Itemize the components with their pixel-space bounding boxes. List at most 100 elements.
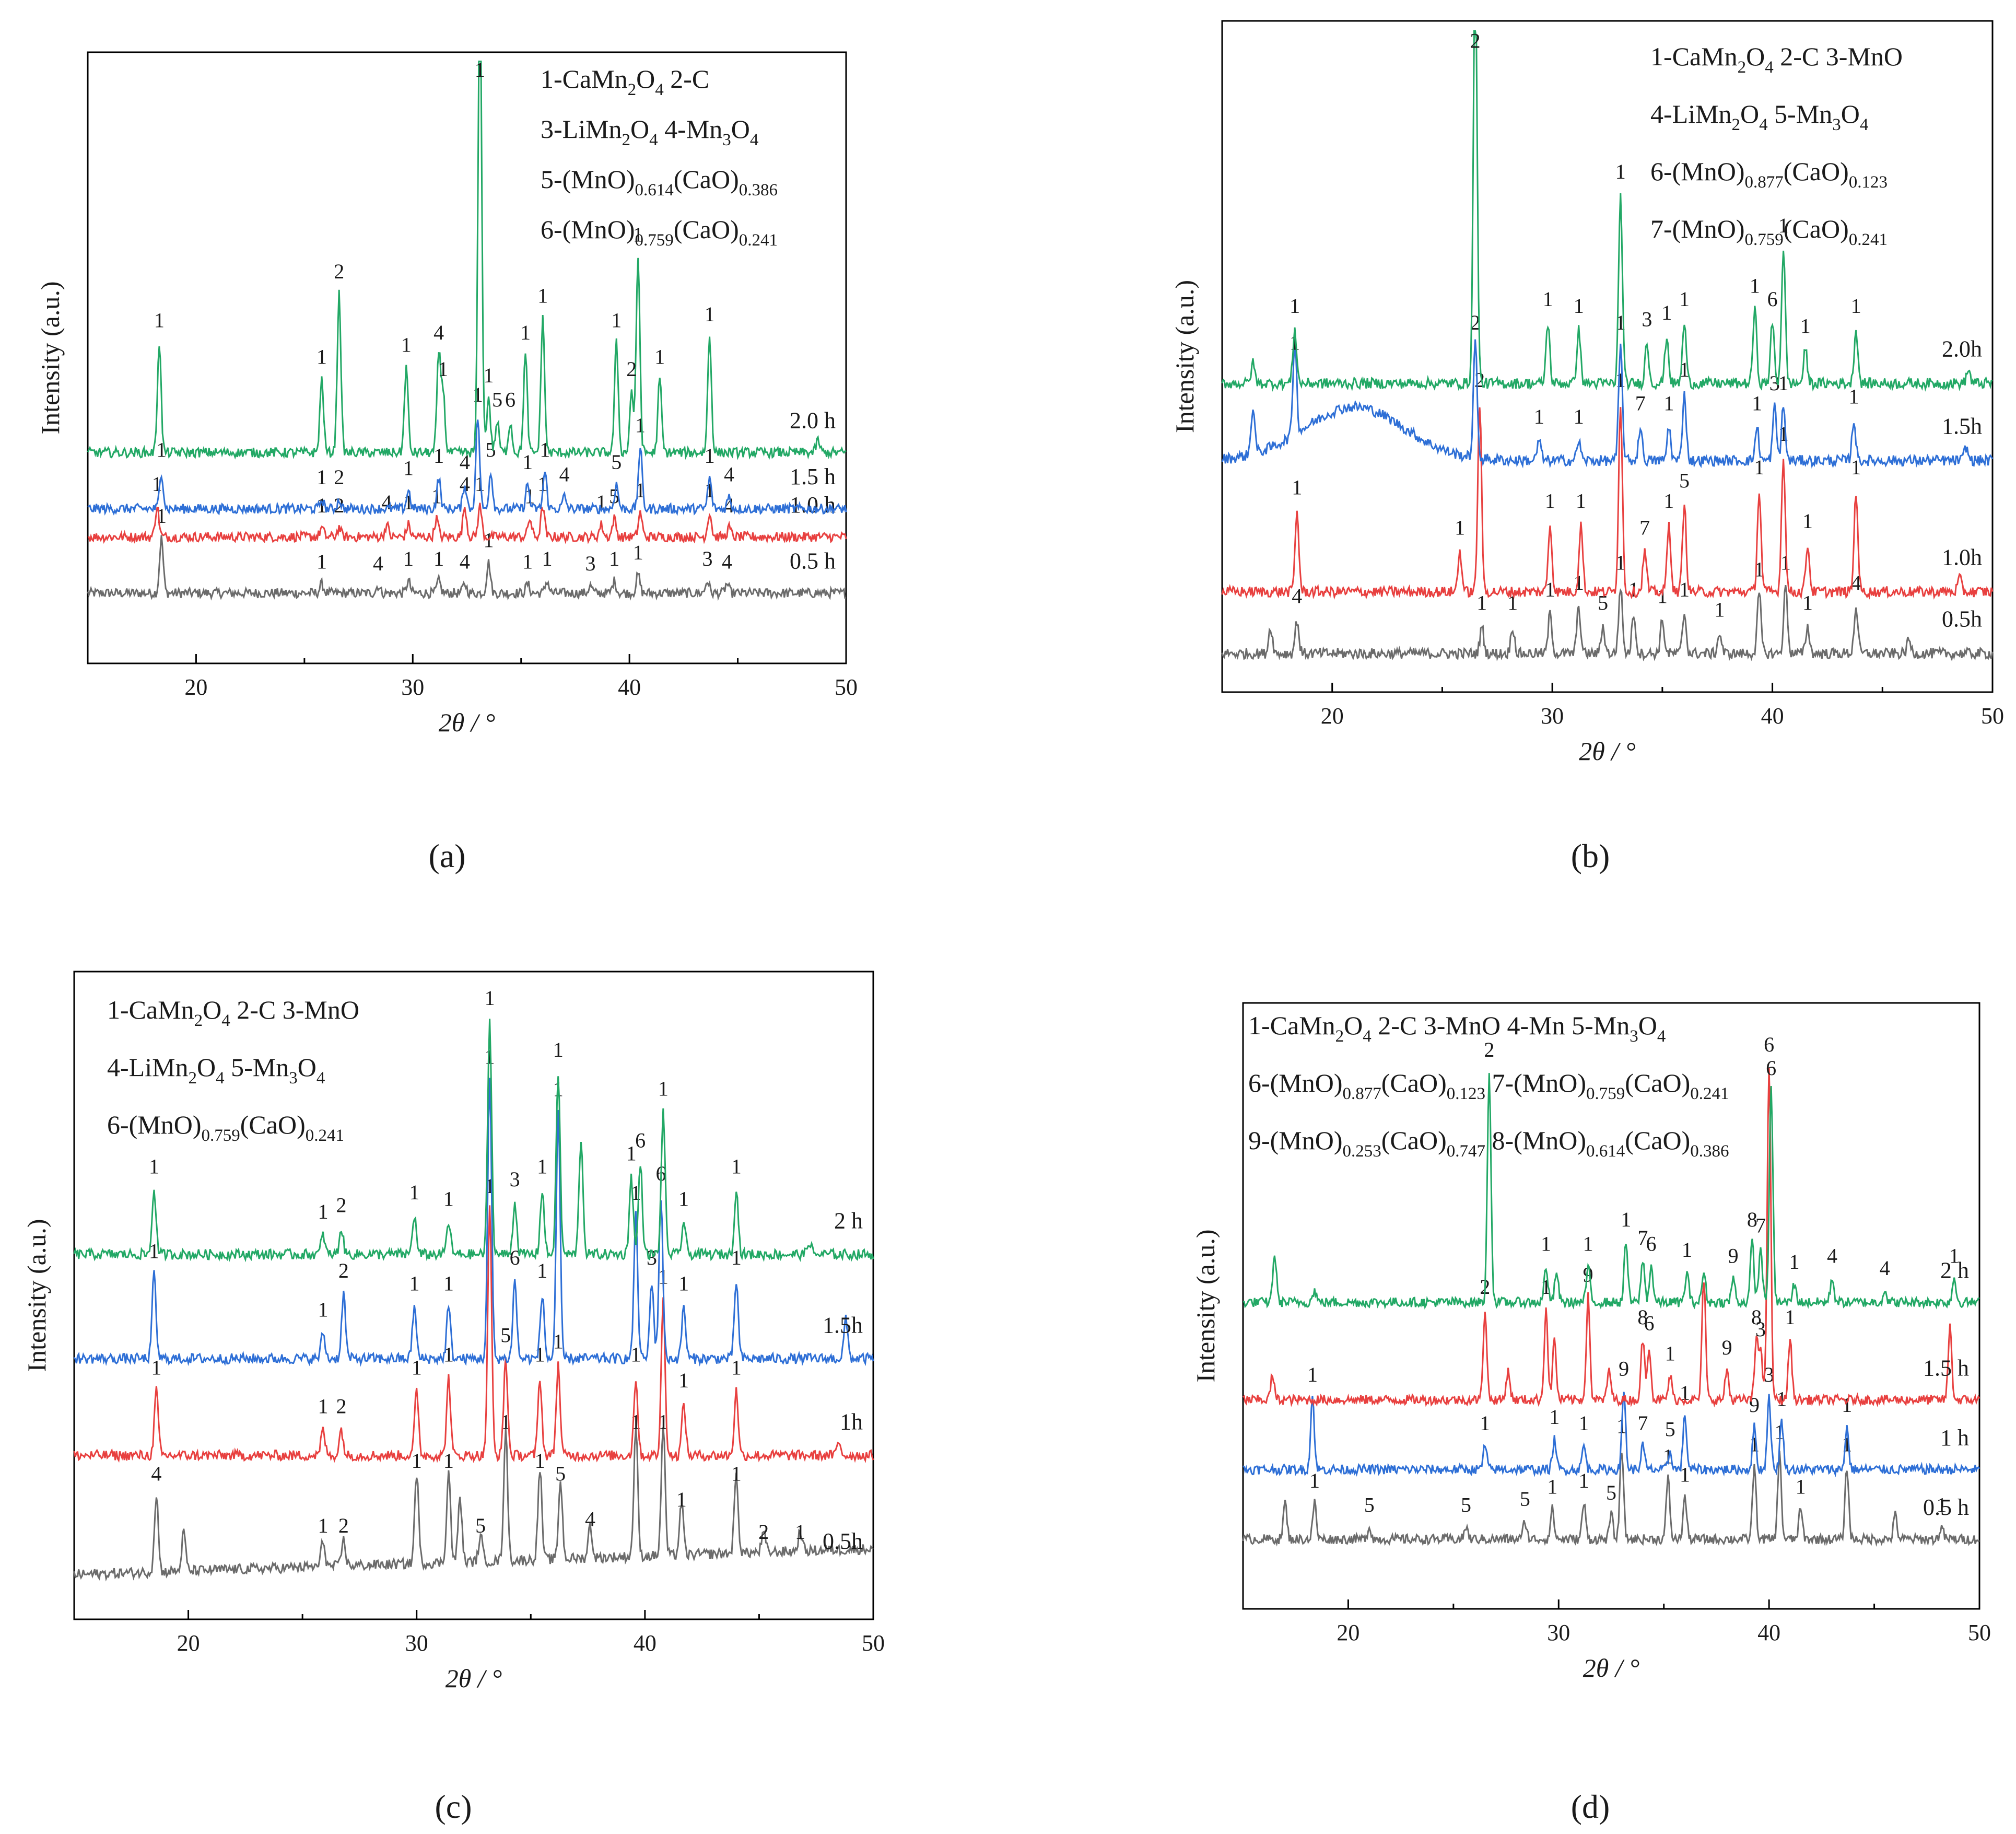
x-axis-label: 2θ / ° (1579, 737, 1635, 766)
peak-label: 1 (318, 1395, 328, 1418)
peak-label: 5 (555, 1462, 566, 1486)
series-line (87, 419, 847, 517)
peak-label: 1 (1802, 509, 1813, 533)
panel-caption: (b) (1571, 837, 1610, 874)
peak-label: 1 (537, 1154, 547, 1178)
peak-label: 1 (1682, 1238, 1692, 1261)
series-label: 1.0h (1942, 544, 1982, 570)
peak-label: 9 (1619, 1357, 1629, 1380)
peak-label: 1 (1750, 274, 1760, 297)
legend-entry: 7-(MnO)0.759​(CaO)0.241​ (1650, 214, 1888, 249)
panel-caption: (d) (1571, 1788, 1610, 1825)
x-tick-label: 50 (1981, 703, 2004, 729)
peak-label: 1 (1664, 391, 1674, 415)
peak-label: 4 (151, 1462, 161, 1486)
peak-label: 1 (1780, 551, 1791, 574)
series-line (87, 61, 847, 460)
peak-label: 2 (338, 1259, 349, 1282)
peak-label: 1 (1680, 1463, 1690, 1486)
peak-label: 1 (633, 223, 643, 247)
peak-label: 1 (443, 1449, 454, 1473)
peak-label: 1 (409, 1272, 419, 1295)
peak-label: 1 (1796, 1475, 1806, 1499)
x-tick-label: 30 (1541, 703, 1564, 729)
peak-label: 1 (1842, 1432, 1852, 1456)
legend-entry: 4-LiMn2​O4​ 5-Mn3​O4​ (1650, 99, 1868, 134)
series-line (73, 1205, 874, 1463)
peak-label: 1 (475, 58, 485, 81)
x-tick-label: 40 (618, 674, 641, 700)
series-label: 1.5h (823, 1312, 863, 1338)
peak-label: 1 (1661, 301, 1672, 324)
legend-entry: 1-CaMn2​O4​ 2-C 3-MnO (107, 995, 359, 1030)
series-line (73, 1427, 874, 1582)
peak-label: 6 (635, 1129, 646, 1152)
peak-label: 1 (1574, 405, 1584, 428)
peak-label: 1 (1789, 1250, 1799, 1274)
series-label: 2.0h (1942, 336, 1982, 362)
peak-label: 1 (149, 1240, 159, 1263)
peak-label: 1 (412, 1449, 422, 1473)
series-label: 0.5 h (1923, 1494, 1969, 1520)
peak-label: 1 (520, 321, 531, 344)
legend-entry: 3-LiMn2​O4​ 4-Mn3​O4​ (541, 114, 758, 149)
plot-frame (87, 51, 847, 664)
peak-label: 4 (433, 321, 444, 344)
peak-label: 1 (1576, 489, 1586, 512)
peak-label: 1 (1778, 214, 1789, 237)
peak-label: 5 (1606, 1481, 1616, 1504)
peak-label: 2 (336, 1194, 346, 1217)
series-label: 1h (840, 1409, 863, 1435)
peak-label: 1 (676, 1488, 687, 1511)
series-line (1242, 1067, 1980, 1408)
peak-label: 1 (433, 547, 444, 570)
panel-b: 20 30 40 50 2θ / ° Intensity (a.u.) (b) 1-CaMn2… (1170, 20, 2004, 874)
legend-entry: 1-CaMn2​O4​ 2-C 3-MnO (1650, 42, 1903, 77)
x-axis-label: 2θ / ° (446, 1664, 502, 1693)
peak-label: 1 (412, 1356, 422, 1379)
plot-frame (73, 971, 874, 1620)
peak-label: 5 (500, 1323, 511, 1347)
peak-label: 3 (585, 552, 595, 575)
peak-label: 1 (1615, 368, 1626, 392)
peak-label: 2 (338, 1514, 349, 1537)
x-tick-label: 40 (1761, 703, 1784, 729)
peak-label: 1 (553, 1330, 564, 1353)
x-tick-label: 40 (1757, 1620, 1780, 1645)
peak-label: 1 (678, 1369, 689, 1392)
series-line (73, 1078, 874, 1367)
series-line (87, 503, 847, 545)
x-tick-label: 30 (401, 674, 424, 700)
y-axis-label: Intensity (a.u.) (1170, 280, 1199, 433)
peak-label: 1 (609, 547, 619, 570)
peak-label: 1 (1579, 1411, 1589, 1435)
x-tick-label: 30 (1547, 1620, 1570, 1645)
peak-label: 1 (1534, 405, 1544, 428)
peak-label: 5 (1520, 1487, 1530, 1511)
peak-label: 1 (1849, 384, 1859, 408)
series-label: 1.5 h (1923, 1355, 1969, 1381)
peak-label: 1 (1292, 476, 1302, 499)
peak-label: 4 (1827, 1244, 1837, 1268)
peak-label: 1 (1615, 160, 1626, 183)
peak-label: 2 (626, 357, 637, 381)
panel-c: 20 30 40 50 2θ / ° Intensity (a.u.) (c) 1-CaMn2… (22, 971, 885, 1825)
peak-label: 6 (1767, 287, 1778, 311)
peak-label: 5 (1679, 469, 1690, 493)
peak-label: 7 (1639, 516, 1650, 540)
series-label: 2 h (834, 1208, 863, 1234)
series-line (87, 535, 847, 601)
peak-label: 1 (1621, 1208, 1631, 1231)
peak-label: 1 (1665, 1341, 1675, 1365)
peak-label: 1 (635, 414, 646, 437)
peak-label: 7 (1755, 1214, 1766, 1237)
peak-label: 3 (1764, 1363, 1774, 1386)
peak-label: 3 (1769, 371, 1780, 395)
legend-entry: 9-(MnO)0.253​(CaO)0.747​ 8-(MnO)0.614​(C… (1248, 1126, 1729, 1161)
peak-label: 1 (151, 1356, 161, 1379)
peak-label: 1 (1541, 1232, 1551, 1255)
peak-label: 1 (1455, 516, 1465, 540)
series-label: 1.5h (1942, 413, 1982, 439)
peak-label: 6 (510, 1246, 520, 1269)
x-tick-label: 50 (1968, 1620, 1991, 1645)
